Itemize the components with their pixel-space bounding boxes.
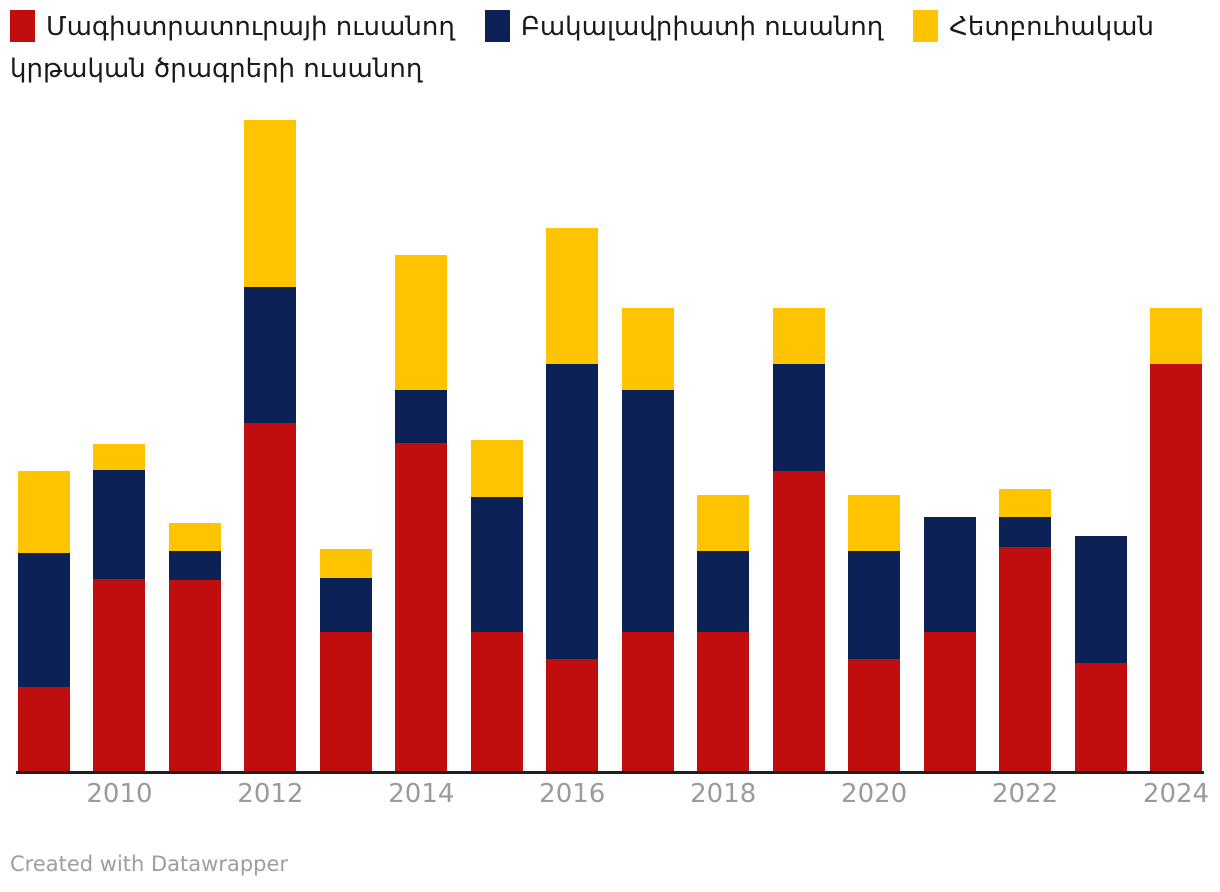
legend-label-masters: Մագիստրատուրայի ուսանող <box>46 12 455 42</box>
bar-2012-masters-segment[interactable] <box>244 423 297 773</box>
bar-2022[interactable] <box>999 489 1052 773</box>
bar-2020-bachelors-segment[interactable] <box>848 551 901 659</box>
bar-2021-bachelors-segment[interactable] <box>923 517 976 632</box>
bar-2023-masters-segment[interactable] <box>1074 663 1127 773</box>
x-axis-label-2022: 2022 <box>991 779 1059 809</box>
x-axis-label-2014: 2014 <box>388 779 455 809</box>
x-axis-labels: 2010 2012 2014 2016 2018 2020 2022 2024 <box>0 779 1220 811</box>
bar-2010-masters-segment[interactable] <box>93 579 146 773</box>
legend-swatch-postgraduate <box>913 10 939 42</box>
bar-2016[interactable] <box>546 228 599 773</box>
x-axis-line <box>16 771 1204 774</box>
bar-2014-bachelors-segment[interactable] <box>395 390 448 443</box>
bar-2019-bachelors-segment[interactable] <box>772 364 825 471</box>
bar-2014[interactable] <box>395 255 448 773</box>
bar-2016-postgraduate-segment[interactable] <box>546 228 599 364</box>
bar-2015-postgraduate-segment[interactable] <box>470 440 523 497</box>
bar-2013-masters-segment[interactable] <box>319 632 372 773</box>
bar-2010[interactable] <box>93 444 146 773</box>
bar-2016-masters-segment[interactable] <box>546 659 599 773</box>
legend-swatch-bachelors <box>484 10 510 42</box>
bar-2011[interactable] <box>168 523 221 773</box>
x-axis-label-2020: 2020 <box>841 779 908 809</box>
bar-2021-masters-segment[interactable] <box>923 632 976 773</box>
bar-2015-bachelors-segment[interactable] <box>470 497 523 632</box>
bar-2021[interactable] <box>923 517 976 773</box>
plot-area <box>18 100 1202 773</box>
bar-2012-postgraduate-segment[interactable] <box>244 120 297 287</box>
bar-2013-postgraduate-segment[interactable] <box>319 549 372 578</box>
bar-2017-postgraduate-segment[interactable] <box>621 308 674 390</box>
bar-2010-postgraduate-segment[interactable] <box>93 444 146 470</box>
bar-2010-bachelors-segment[interactable] <box>93 470 146 579</box>
bar-2014-postgraduate-segment[interactable] <box>395 255 448 390</box>
bar-2013-bachelors-segment[interactable] <box>319 578 372 632</box>
legend-label-bachelors: Բակալավրիատի ուսանող <box>520 12 884 42</box>
bar-2018-postgraduate-segment[interactable] <box>697 495 750 551</box>
bar-2011-masters-segment[interactable] <box>168 580 221 773</box>
bar-2022-masters-segment[interactable] <box>999 547 1052 773</box>
bar-2020-masters-segment[interactable] <box>848 659 901 773</box>
bar-2020-postgraduate-segment[interactable] <box>848 495 901 551</box>
bar-2019-masters-segment[interactable] <box>772 471 825 773</box>
x-axis-label-2010: 2010 <box>86 779 153 809</box>
bar-2020[interactable] <box>848 495 901 773</box>
bar-2024[interactable] <box>1150 308 1202 773</box>
bar-2018[interactable] <box>697 495 750 773</box>
bar-2023[interactable] <box>1074 536 1127 773</box>
bar-2017-masters-segment[interactable] <box>621 632 674 773</box>
bar-2023-bachelors-segment[interactable] <box>1074 536 1127 663</box>
legend-item-masters: Մագիստրատուրայի ուսանող <box>10 10 455 42</box>
bar-2022-bachelors-segment[interactable] <box>999 517 1052 547</box>
bar-2012-bachelors-segment[interactable] <box>244 287 297 423</box>
bar-2017[interactable] <box>621 308 674 773</box>
bar-2022-postgraduate-segment[interactable] <box>999 489 1052 517</box>
legend-item-postgraduate: Հետբուհական կրթական ծրագրերի ուսանող <box>10 10 1154 84</box>
bar-2011-postgraduate-segment[interactable] <box>168 523 221 551</box>
x-axis-label-2012: 2012 <box>237 779 304 809</box>
bar-2024-masters-segment[interactable] <box>1150 364 1202 773</box>
x-axis-label-2018: 2018 <box>690 779 757 809</box>
bar-2015-masters-segment[interactable] <box>470 632 523 773</box>
x-axis-label-2024: 2024 <box>1142 779 1210 809</box>
bar-2017-bachelors-segment[interactable] <box>621 390 674 632</box>
bar-2009-bachelors-segment[interactable] <box>18 553 70 687</box>
legend-swatch-masters <box>10 10 35 42</box>
bar-2018-bachelors-segment[interactable] <box>697 551 750 632</box>
legend-item-bachelors: Բակալավրիատի ուսանող <box>484 10 884 42</box>
bar-2015[interactable] <box>470 440 523 773</box>
legend-label-postgraduate: Հետբուհական կրթական ծրագրերի ուսանող <box>10 12 1154 84</box>
bar-2019[interactable] <box>772 308 825 773</box>
bar-2009[interactable] <box>18 471 70 773</box>
bar-2013[interactable] <box>319 549 372 773</box>
bar-2009-postgraduate-segment[interactable] <box>18 471 70 553</box>
bar-2018-masters-segment[interactable] <box>697 632 750 773</box>
datawrapper-credit: Created with Datawrapper <box>10 852 289 876</box>
x-axis-label-2016: 2016 <box>539 779 606 809</box>
bar-2024-postgraduate-segment[interactable] <box>1150 308 1202 364</box>
bar-2019-postgraduate-segment[interactable] <box>772 308 825 364</box>
bar-2011-bachelors-segment[interactable] <box>168 551 221 580</box>
bar-2014-masters-segment[interactable] <box>395 443 448 773</box>
bar-2009-masters-segment[interactable] <box>18 687 70 773</box>
bar-2012[interactable] <box>244 120 297 773</box>
bar-2016-bachelors-segment[interactable] <box>546 364 599 659</box>
legend: Մագիստրատուրայի ուսանող Բակալավրիատի ուսա… <box>10 6 1205 90</box>
